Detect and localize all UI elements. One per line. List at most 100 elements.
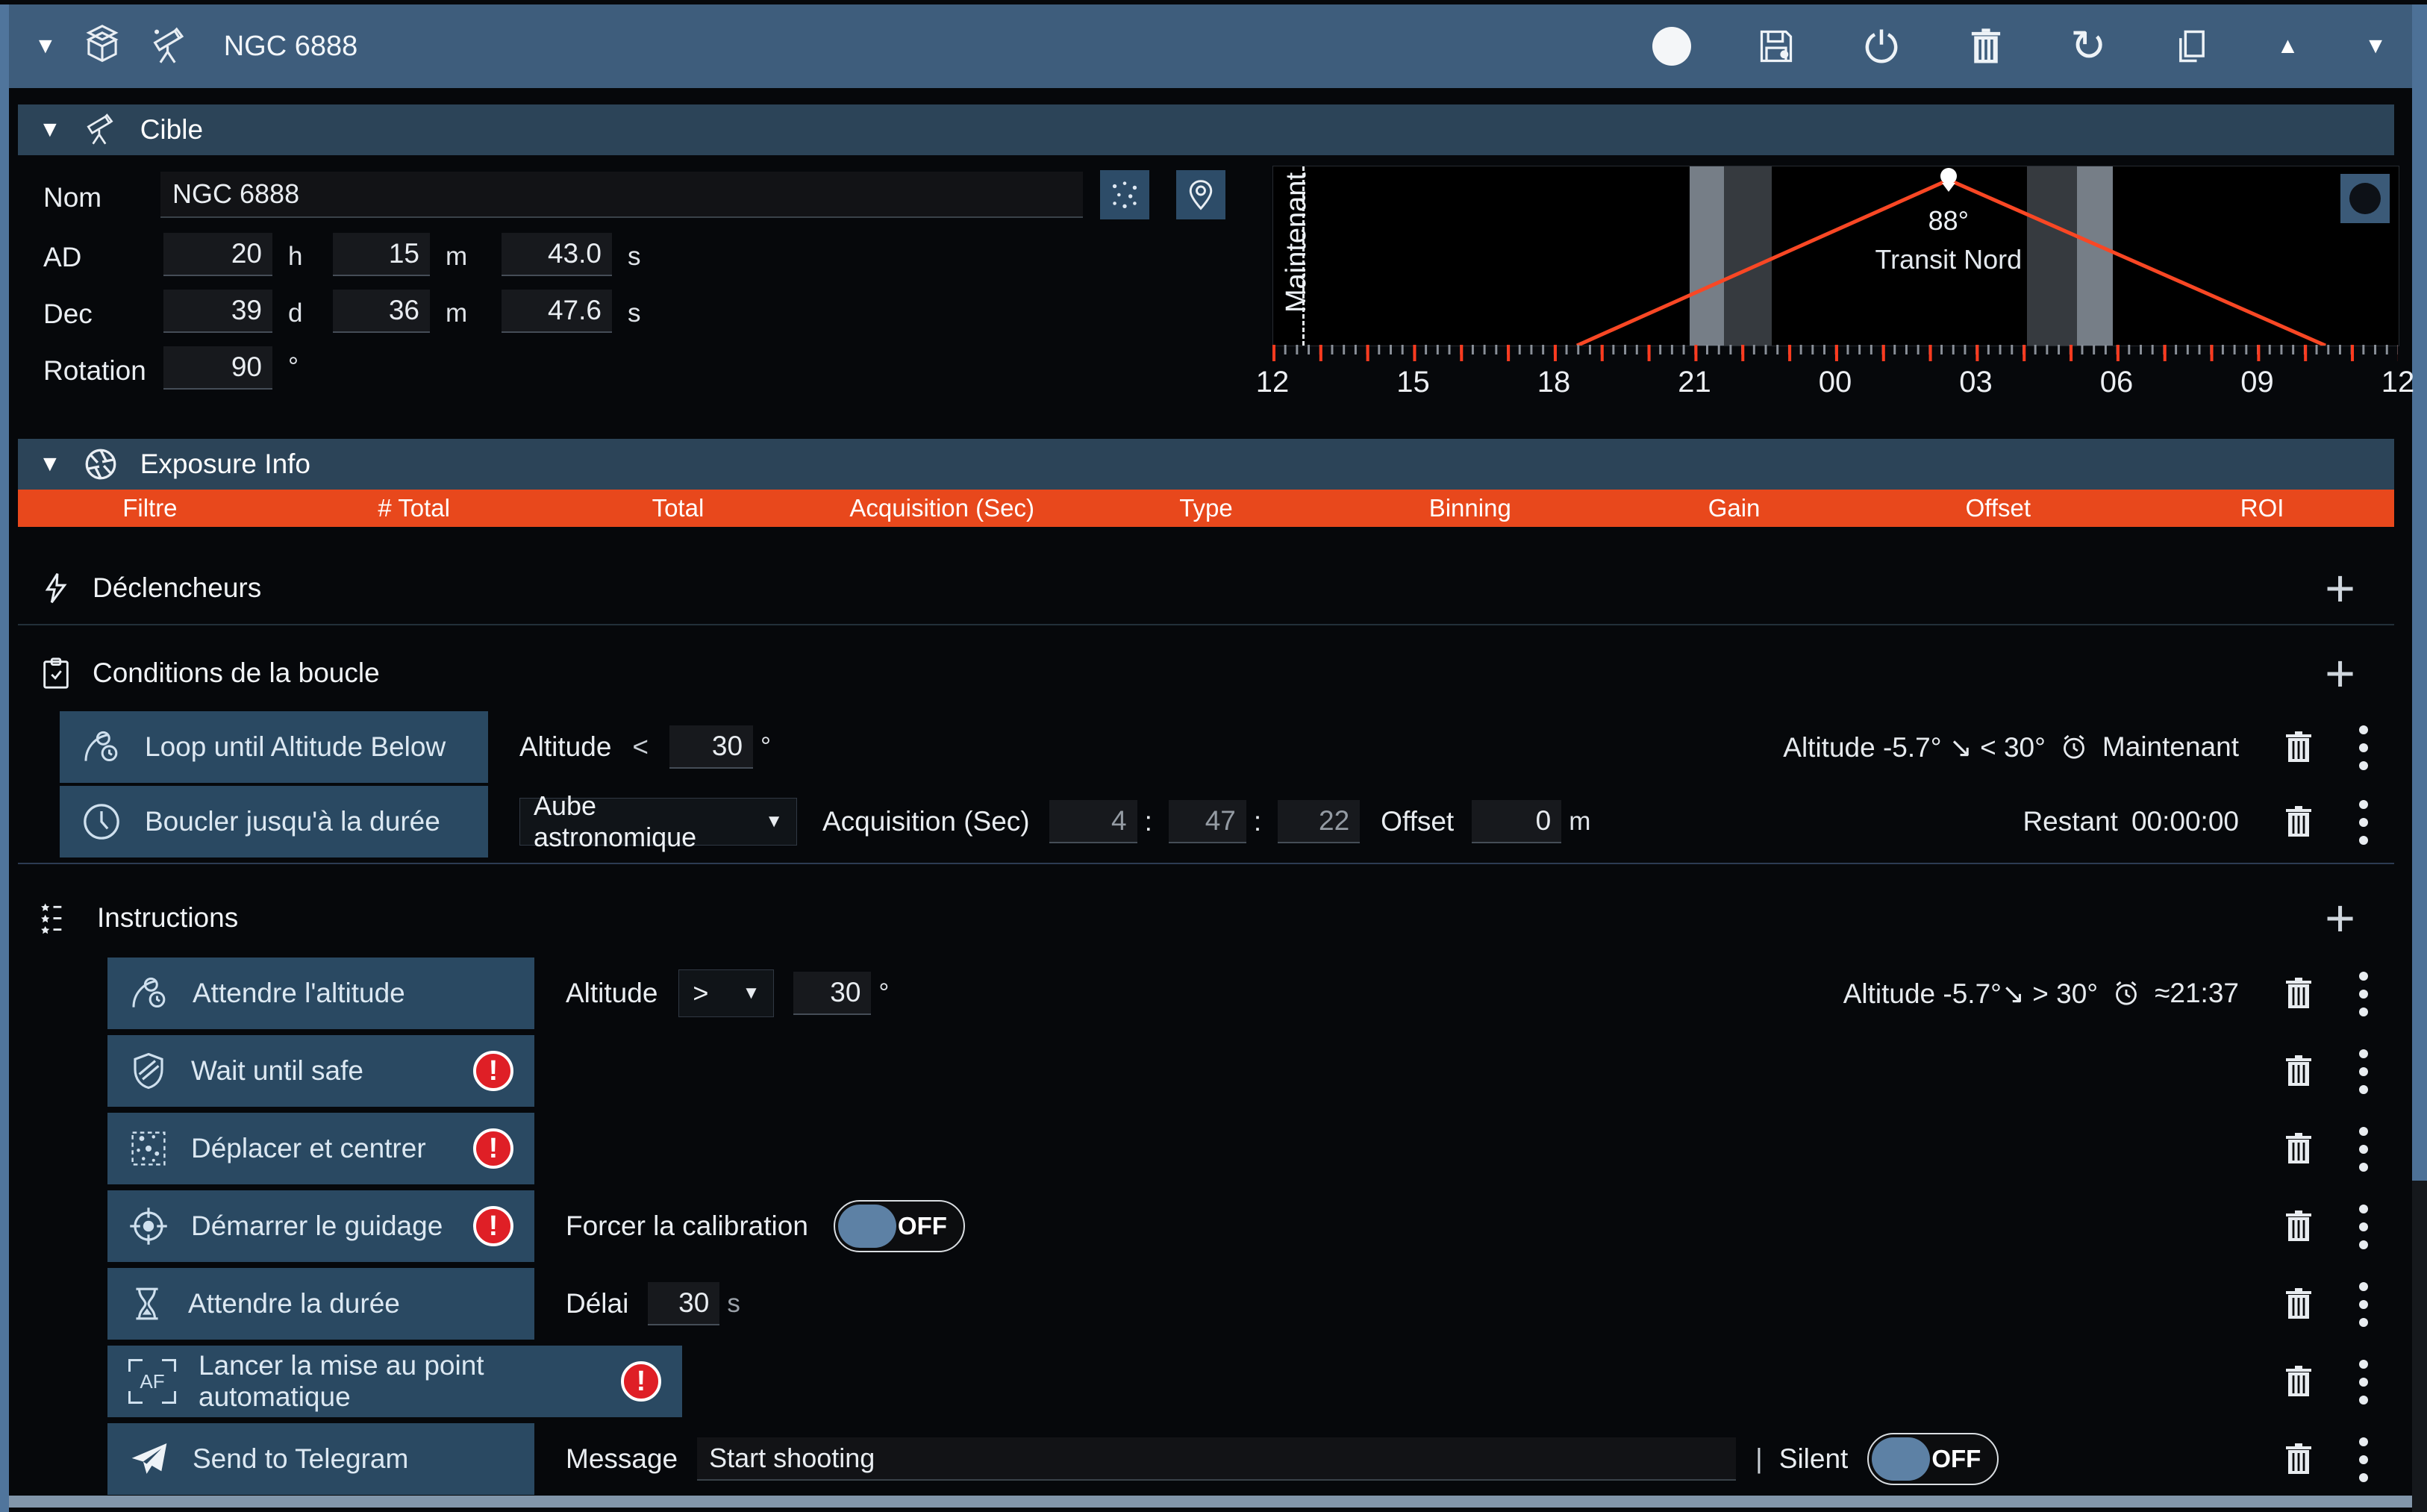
trash-icon[interactable] (2282, 728, 2315, 766)
instruction-row-wait-altitude: Attendre l'altitude Altitude > ▼ ° Altit… (18, 957, 2394, 1030)
toggle-state-label: OFF (1931, 1445, 1981, 1472)
twilight-band-dusk (1689, 166, 1772, 346)
delay-input[interactable] (648, 1282, 720, 1325)
telescope-icon (148, 25, 191, 68)
col-type: Type (1179, 494, 1233, 522)
silent-toggle[interactable]: OFF (1867, 1433, 1999, 1485)
slew-center-label: Déplacer et centrer (191, 1133, 426, 1163)
wait-duration-button[interactable]: Attendre la durée (107, 1268, 534, 1340)
col-roi: ROI (2240, 494, 2284, 522)
delay-unit: s (727, 1289, 740, 1318)
instruction-row-telegram: Send to Telegram Message | Silent OFF (18, 1422, 2394, 1496)
remaining-label: Restant (2023, 806, 2118, 837)
altitude-threshold-input[interactable] (669, 725, 754, 769)
nom-input[interactable] (160, 172, 1083, 218)
trash-icon[interactable] (2282, 1440, 2315, 1478)
window-left-edge (0, 4, 9, 1512)
separator (18, 624, 2394, 625)
dec-minutes-input[interactable] (333, 290, 430, 333)
wait-duration-label: Attendre la durée (188, 1288, 400, 1319)
altitude-unit: ° (760, 732, 772, 761)
altitude-value-input[interactable] (793, 972, 872, 1015)
axis-tick-label: 03 (1959, 366, 1993, 399)
shield-icon (128, 1050, 169, 1092)
axis-tick-label: 15 (1396, 366, 1430, 399)
altitude-operator: < (632, 731, 649, 762)
add-instruction-button[interactable]: + (2325, 889, 2355, 947)
acquisition-label: Acquisition (Sec) (822, 806, 1030, 837)
dec-seconds-input[interactable] (502, 290, 612, 333)
kebab-menu-icon[interactable] (2358, 796, 2369, 848)
altitude-operator-dropdown[interactable]: > ▼ (678, 969, 775, 1017)
altitude-field-label: Altitude (519, 731, 612, 762)
kebab-menu-icon[interactable] (2358, 1355, 2369, 1408)
kebab-menu-icon[interactable] (2358, 1200, 2369, 1252)
ad-seconds-input[interactable] (502, 233, 612, 276)
dec-degrees-input[interactable] (163, 290, 272, 333)
dec-seconds-unit: s (628, 299, 641, 328)
location-pin-button[interactable] (1176, 170, 1225, 219)
ad-minutes-input[interactable] (333, 233, 430, 276)
duration-seconds-input[interactable] (1278, 800, 1361, 843)
add-condition-button[interactable]: + (2325, 644, 2355, 702)
ad-hours-unit: h (288, 242, 303, 271)
add-trigger-button[interactable]: + (2325, 559, 2355, 617)
wait-until-safe-button[interactable]: Wait until safe ! (107, 1035, 534, 1107)
telescope-icon (82, 111, 119, 149)
trash-icon[interactable] (2282, 1285, 2315, 1322)
moon-toggle-button[interactable] (2340, 174, 2390, 223)
delete-sequence-button[interactable] (1967, 26, 2005, 66)
kebab-menu-icon[interactable] (2358, 1045, 2369, 1097)
trash-icon[interactable] (2282, 1052, 2315, 1090)
moon-phase-icon[interactable] (1652, 27, 1691, 66)
copy-button[interactable] (2173, 27, 2211, 66)
vertical-scrollbar[interactable] (2412, 4, 2427, 1512)
power-button[interactable] (1861, 26, 1902, 66)
send-telegram-button[interactable]: Send to Telegram (107, 1423, 534, 1495)
trash-icon[interactable] (2282, 1208, 2315, 1245)
triggers-section-title: Déclencheurs (93, 572, 262, 603)
framing-assistant-button[interactable] (1100, 170, 1149, 219)
move-up-button[interactable]: ▲ (2276, 34, 2299, 58)
twilight-band-dawn (2027, 166, 2113, 346)
run-autofocus-button[interactable]: AF Lancer la mise au point automatique ! (107, 1346, 682, 1417)
condition-row-duration: Boucler jusqu'à la durée Aube astronomiq… (18, 785, 2394, 858)
chevron-down-icon: ▼ (742, 983, 760, 1003)
collapse-exposure-icon[interactable]: ▼ (39, 452, 61, 476)
alarm-clock-icon (2059, 732, 2089, 762)
kebab-menu-icon[interactable] (2358, 1278, 2369, 1330)
rotation-input[interactable] (163, 346, 272, 390)
duration-reference-dropdown[interactable]: Aube astronomique ▼ (519, 790, 797, 852)
kebab-menu-icon[interactable] (2358, 967, 2369, 1019)
start-guiding-button[interactable]: Démarrer le guidage ! (107, 1190, 534, 1262)
save-button[interactable] (1757, 27, 1796, 66)
duration-hours-input[interactable] (1049, 800, 1137, 843)
error-badge-icon: ! (473, 1206, 513, 1246)
kebab-menu-icon[interactable] (2358, 1433, 2369, 1485)
message-input[interactable] (697, 1437, 1737, 1481)
trash-icon[interactable] (2282, 1130, 2315, 1167)
loop-until-altitude-button[interactable]: Loop until Altitude Below (60, 711, 488, 783)
kebab-menu-icon[interactable] (2358, 1122, 2369, 1175)
altitude-status-text: Altitude -5.7° ↘ < 30° (1783, 731, 2046, 763)
force-calibration-toggle[interactable]: OFF (833, 1200, 965, 1252)
collapse-target-icon[interactable]: ▼ (34, 34, 57, 58)
trash-icon[interactable] (2282, 1363, 2315, 1400)
duration-minutes-input[interactable] (1168, 800, 1246, 843)
scrollbar-thumb[interactable] (2412, 4, 2427, 1181)
exposure-table-header: Filtre # Total Total Acquisition (Sec) T… (18, 490, 2394, 527)
altitude-arc-icon (81, 726, 122, 768)
offset-input[interactable] (1472, 800, 1562, 843)
ad-hours-input[interactable] (163, 233, 272, 276)
kebab-menu-icon[interactable] (2358, 721, 2369, 773)
wait-altitude-button[interactable]: Attendre l'altitude (107, 958, 534, 1029)
col-num-total: # Total (378, 494, 450, 522)
collapse-cible-icon[interactable]: ▼ (39, 117, 61, 142)
trash-icon[interactable] (2282, 803, 2315, 840)
move-down-button[interactable]: ▼ (2364, 34, 2387, 58)
loop-until-duration-button[interactable]: Boucler jusqu'à la durée (60, 786, 488, 857)
trash-icon[interactable] (2282, 975, 2315, 1012)
dec-minutes-unit: m (446, 299, 468, 328)
slew-center-button[interactable]: Déplacer et centrer ! (107, 1113, 534, 1184)
reset-button[interactable]: ↻ (2070, 22, 2107, 70)
